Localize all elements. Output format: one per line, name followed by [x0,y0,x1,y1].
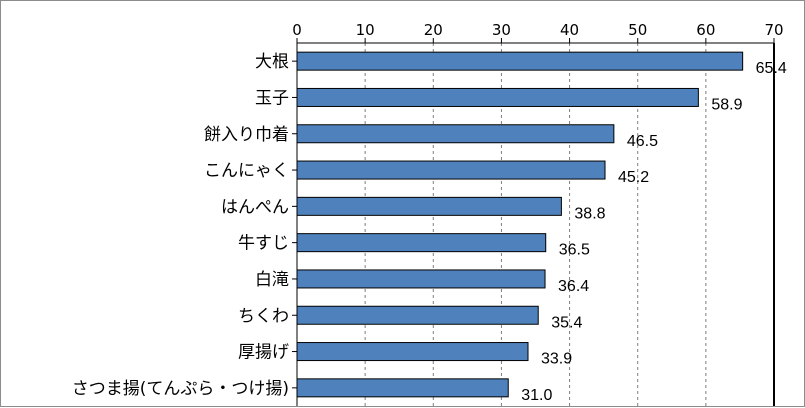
bar [296,342,529,362]
x-tick-label: 60 [696,21,715,39]
value-label: 35.4 [551,314,582,331]
bar [296,233,547,253]
x-tick-label: 30 [492,21,511,39]
bar [296,305,539,325]
x-tick-label: 70 [764,21,783,39]
x-tick-label: 40 [560,21,579,39]
value-label: 31.0 [521,387,552,404]
bar [296,124,615,144]
category-label: はんぺん [221,197,289,217]
category-label: さつま揚(てんぷら・つけ揚) [72,379,289,399]
bar [296,87,699,107]
bars [296,51,744,398]
x-tick-label: 20 [424,21,443,39]
category-label: 餅入り巾着 [204,125,289,145]
bar [296,269,546,289]
category-label: 白滝 [255,270,289,290]
category-label: 厚揚げ [238,343,289,363]
x-tick-label: 0 [292,21,302,39]
bar [296,196,562,216]
labels: 0 10 20 30 40 50 60 70 大根 65.4 玉子 58.9 餅入り巾着 46.5 こんにゃ… [72,21,787,404]
value-label: 46.5 [627,133,658,150]
category-label: こんにゃく [204,161,289,181]
axes [292,38,775,406]
value-label: 36.4 [558,278,589,295]
category-label: ちくわ [238,306,289,326]
value-label: 36.5 [559,242,590,259]
x-tick-label: 10 [356,21,375,39]
x-tick-label: 50 [628,21,647,39]
value-label: 33.9 [541,351,572,368]
category-label: 大根 [255,52,289,72]
bar [296,160,606,180]
value-label: 45.2 [618,169,649,186]
category-label: 牛すじ [238,234,289,254]
bar [296,51,744,71]
value-label: 38.8 [574,205,605,222]
value-label: 65.4 [756,60,787,77]
value-label: 58.9 [711,96,742,113]
category-label: 玉子 [255,88,289,108]
bar [296,378,509,398]
